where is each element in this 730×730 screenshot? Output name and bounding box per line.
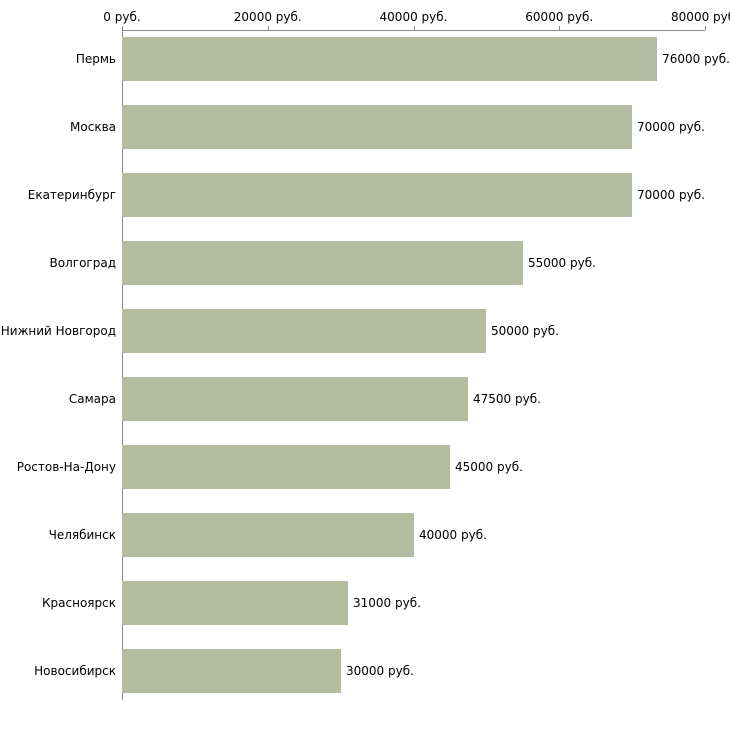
category-label: Волгоград <box>49 256 116 270</box>
x-axis-tick-label: 60000 руб. <box>525 10 594 24</box>
x-axis-tick <box>413 26 415 30</box>
bar-row: Самара 47500 руб. <box>0 365 730 433</box>
bar-row: Пермь 76000 руб. <box>0 25 730 93</box>
bar <box>122 445 450 489</box>
value-label: 70000 руб. <box>637 120 705 134</box>
category-label: Ростов-На-Дону <box>16 460 116 474</box>
value-label: 31000 руб. <box>353 596 421 610</box>
value-label: 45000 руб. <box>455 460 523 474</box>
x-axis-tick <box>559 26 561 30</box>
x-axis-tick <box>267 26 269 30</box>
value-label: 55000 руб. <box>528 256 596 270</box>
bar-row: Москва 70000 руб. <box>0 93 730 161</box>
bar-rows: Пермь 76000 руб. Москва 70000 руб. Екатеринб… <box>0 25 730 705</box>
bar-row: Волгоград 55000 руб. <box>0 229 730 297</box>
bar-row: Новосибирск 30000 руб. <box>0 637 730 705</box>
bar <box>122 377 468 421</box>
category-label: Нижний Новгород <box>0 324 116 338</box>
category-label: Челябинск <box>48 528 116 542</box>
category-label: Красноярск <box>42 596 116 610</box>
value-label: 40000 руб. <box>419 528 487 542</box>
bar-row: Нижний Новгород 50000 руб. <box>0 297 730 365</box>
bar-row: Екатеринбург 70000 руб. <box>0 161 730 229</box>
x-axis-tick <box>122 26 123 30</box>
plot-area <box>122 30 705 700</box>
category-label: Самара <box>68 392 116 406</box>
x-axis-tick-label: 20000 руб. <box>233 10 302 24</box>
bar-row: Красноярск 31000 руб. <box>0 569 730 637</box>
bar-row: Ростов-На-Дону 45000 руб. <box>0 433 730 501</box>
value-label: 30000 руб. <box>346 664 414 678</box>
bar <box>122 649 341 693</box>
value-label: 76000 руб. <box>662 52 730 66</box>
category-label: Москва <box>70 120 116 134</box>
value-label: 47500 руб. <box>473 392 541 406</box>
bar <box>122 513 414 557</box>
value-label: 50000 руб. <box>491 324 559 338</box>
value-label: 70000 руб. <box>637 188 705 202</box>
x-axis-tick-label: 0 руб. <box>103 10 141 24</box>
bar-row: Челябинск 40000 руб. <box>0 501 730 569</box>
bar <box>122 309 486 353</box>
x-axis-tick-label: 40000 руб. <box>379 10 448 24</box>
x-axis-tick <box>705 26 706 30</box>
bar <box>122 173 632 217</box>
category-label: Екатеринбург <box>27 188 116 202</box>
bar <box>122 105 632 149</box>
category-label: Новосибирск <box>34 664 116 678</box>
bar <box>122 37 658 81</box>
bar <box>122 581 348 625</box>
category-label: Пермь <box>75 52 116 66</box>
bar <box>122 241 523 285</box>
x-axis-tick-label: 80000 руб. <box>671 10 730 24</box>
